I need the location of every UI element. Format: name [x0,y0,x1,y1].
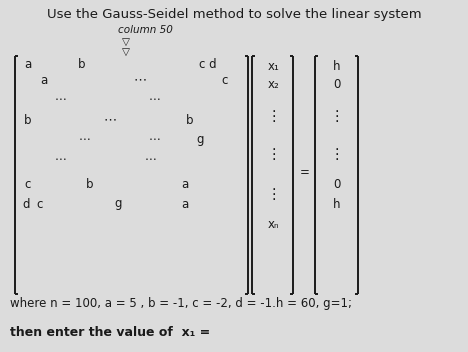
Text: =: = [300,166,310,180]
Text: ▽: ▽ [122,37,130,47]
Text: g: g [196,133,204,146]
Text: ▽: ▽ [122,47,130,57]
Text: g: g [114,197,122,210]
Text: ⋮: ⋮ [329,109,344,125]
Text: b: b [24,113,32,126]
Text: a: a [24,57,32,70]
Text: c: c [222,74,228,87]
Text: ⋯: ⋯ [144,153,156,166]
Text: ⋮: ⋮ [266,146,281,162]
Text: column 50: column 50 [118,25,173,35]
Text: ⋮: ⋮ [329,146,344,162]
Text: ⋯: ⋯ [54,93,66,106]
Text: ⋯: ⋯ [149,93,161,106]
Text: d: d [22,197,30,210]
Text: ⋮: ⋮ [266,109,281,125]
Text: a: a [182,197,189,210]
Text: b: b [78,57,86,70]
Text: b: b [186,113,194,126]
Text: x₂: x₂ [268,77,279,90]
Text: x₁: x₁ [268,61,279,74]
Text: Use the Gauss-Seidel method to solve the linear system: Use the Gauss-Seidel method to solve the… [47,8,421,21]
Text: a: a [40,74,48,87]
Text: then enter the value of  x₁ =: then enter the value of x₁ = [10,326,210,339]
Text: ⋮: ⋮ [266,187,281,201]
Text: 0: 0 [333,77,340,90]
Text: c: c [37,197,43,210]
Text: a: a [182,177,189,190]
Text: c: c [25,177,31,190]
Text: ⋯: ⋯ [79,133,91,146]
Text: where n = 100, a = 5 , b = -1, c = -2, d = -1.h = 60, g=1;: where n = 100, a = 5 , b = -1, c = -2, d… [10,297,352,310]
Text: ⋯: ⋯ [54,153,66,166]
Text: 0: 0 [333,177,340,190]
Text: ⋯: ⋯ [149,133,161,146]
Text: h: h [333,61,340,74]
Text: xₙ: xₙ [268,218,279,231]
Text: ⋯: ⋯ [103,113,117,126]
Text: c d: c d [199,57,217,70]
Text: b: b [86,177,94,190]
Text: h: h [333,197,340,210]
Text: ⋯: ⋯ [133,74,146,87]
